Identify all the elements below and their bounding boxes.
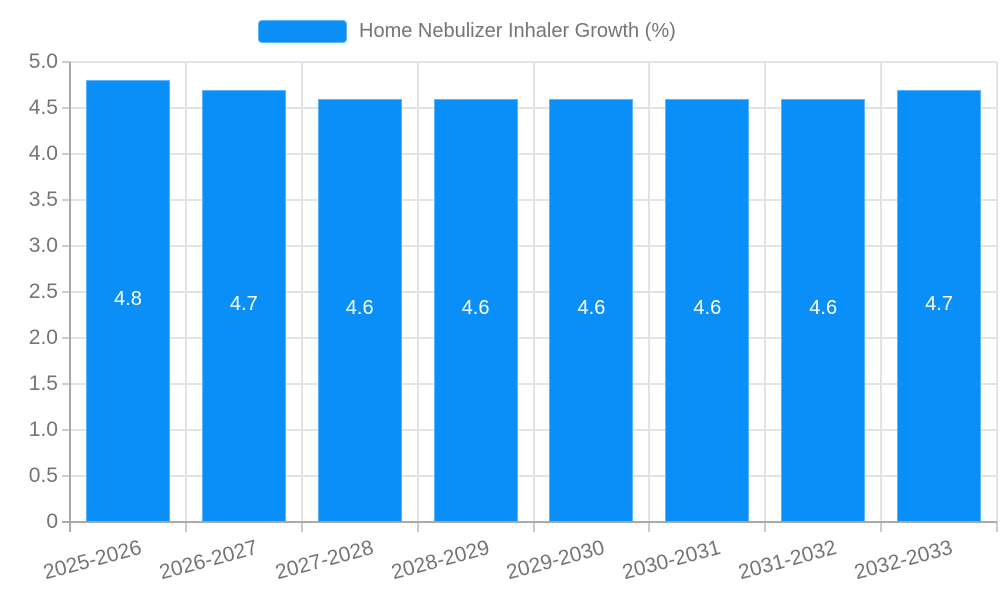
- bar-value-label: 4.6: [809, 297, 838, 320]
- x-axis-tick: [880, 522, 883, 532]
- x-gridline: [300, 62, 303, 522]
- y-axis-tick: [62, 291, 70, 293]
- x-gridline: [648, 62, 651, 522]
- bar-value-label: 4.6: [461, 297, 490, 320]
- bar[interactable]: 4.6: [781, 98, 866, 522]
- y-axis-tick-label: 0.5: [28, 464, 58, 487]
- x-axis-tick: [532, 522, 535, 532]
- bar[interactable]: 4.6: [433, 98, 518, 522]
- legend-swatch-icon: [258, 20, 347, 43]
- y-axis-tick: [62, 475, 70, 477]
- y-axis-tick-label: 4.5: [28, 96, 58, 119]
- y-axis-tick: [62, 429, 70, 431]
- bar-value-label: 4.6: [345, 297, 374, 320]
- y-axis-tick-label: 5.0: [28, 50, 58, 73]
- x-axis-tick: [416, 522, 419, 532]
- bar[interactable]: 4.7: [201, 89, 286, 522]
- y-axis-tick: [62, 153, 70, 155]
- x-gridline: [764, 62, 767, 522]
- bar-value-label: 4.6: [577, 297, 606, 320]
- x-gridline: [532, 62, 535, 522]
- y-axis-tick-label: 2.5: [28, 280, 58, 303]
- y-axis-tick-label: 4.0: [28, 142, 58, 165]
- y-axis-line: [69, 62, 71, 532]
- x-axis-tick: [648, 522, 651, 532]
- x-gridline: [416, 62, 419, 522]
- y-axis-tick-label: 1.5: [28, 372, 58, 395]
- x-axis-tick: [764, 522, 767, 532]
- y-axis-tick: [62, 199, 70, 201]
- x-axis-tick: [300, 522, 303, 532]
- y-axis-tick: [62, 337, 70, 339]
- bar-value-label: 4.7: [229, 292, 258, 315]
- x-gridline: [996, 62, 998, 522]
- y-axis-tick-label: 3.0: [28, 234, 58, 257]
- bar[interactable]: 4.6: [665, 98, 750, 522]
- y-axis-tick: [62, 107, 70, 109]
- x-gridline: [184, 62, 187, 522]
- y-axis-tick: [62, 61, 70, 63]
- bar[interactable]: 4.8: [85, 80, 170, 522]
- legend[interactable]: Home Nebulizer Inhaler Growth (%): [258, 20, 676, 43]
- y-axis-tick-label: 1.0: [28, 418, 58, 441]
- y-axis-tick: [62, 383, 70, 385]
- bar[interactable]: 4.7: [897, 89, 982, 522]
- y-axis-tick-label: 2.0: [28, 326, 58, 349]
- x-gridline: [880, 62, 883, 522]
- y-axis-tick-label: 0: [46, 510, 58, 533]
- y-axis-tick: [62, 245, 70, 247]
- bar-value-label: 4.8: [114, 288, 142, 311]
- bar[interactable]: 4.6: [317, 98, 402, 522]
- y-axis-tick-label: 3.5: [28, 188, 58, 211]
- bar[interactable]: 4.6: [549, 98, 634, 522]
- x-axis-tick: [184, 522, 187, 532]
- x-axis-line: [62, 521, 997, 523]
- legend-label: Home Nebulizer Inhaler Growth (%): [359, 20, 676, 42]
- x-axis-tick: [996, 522, 998, 532]
- bar-value-label: 4.7: [925, 292, 953, 315]
- bar-value-label: 4.6: [693, 297, 722, 320]
